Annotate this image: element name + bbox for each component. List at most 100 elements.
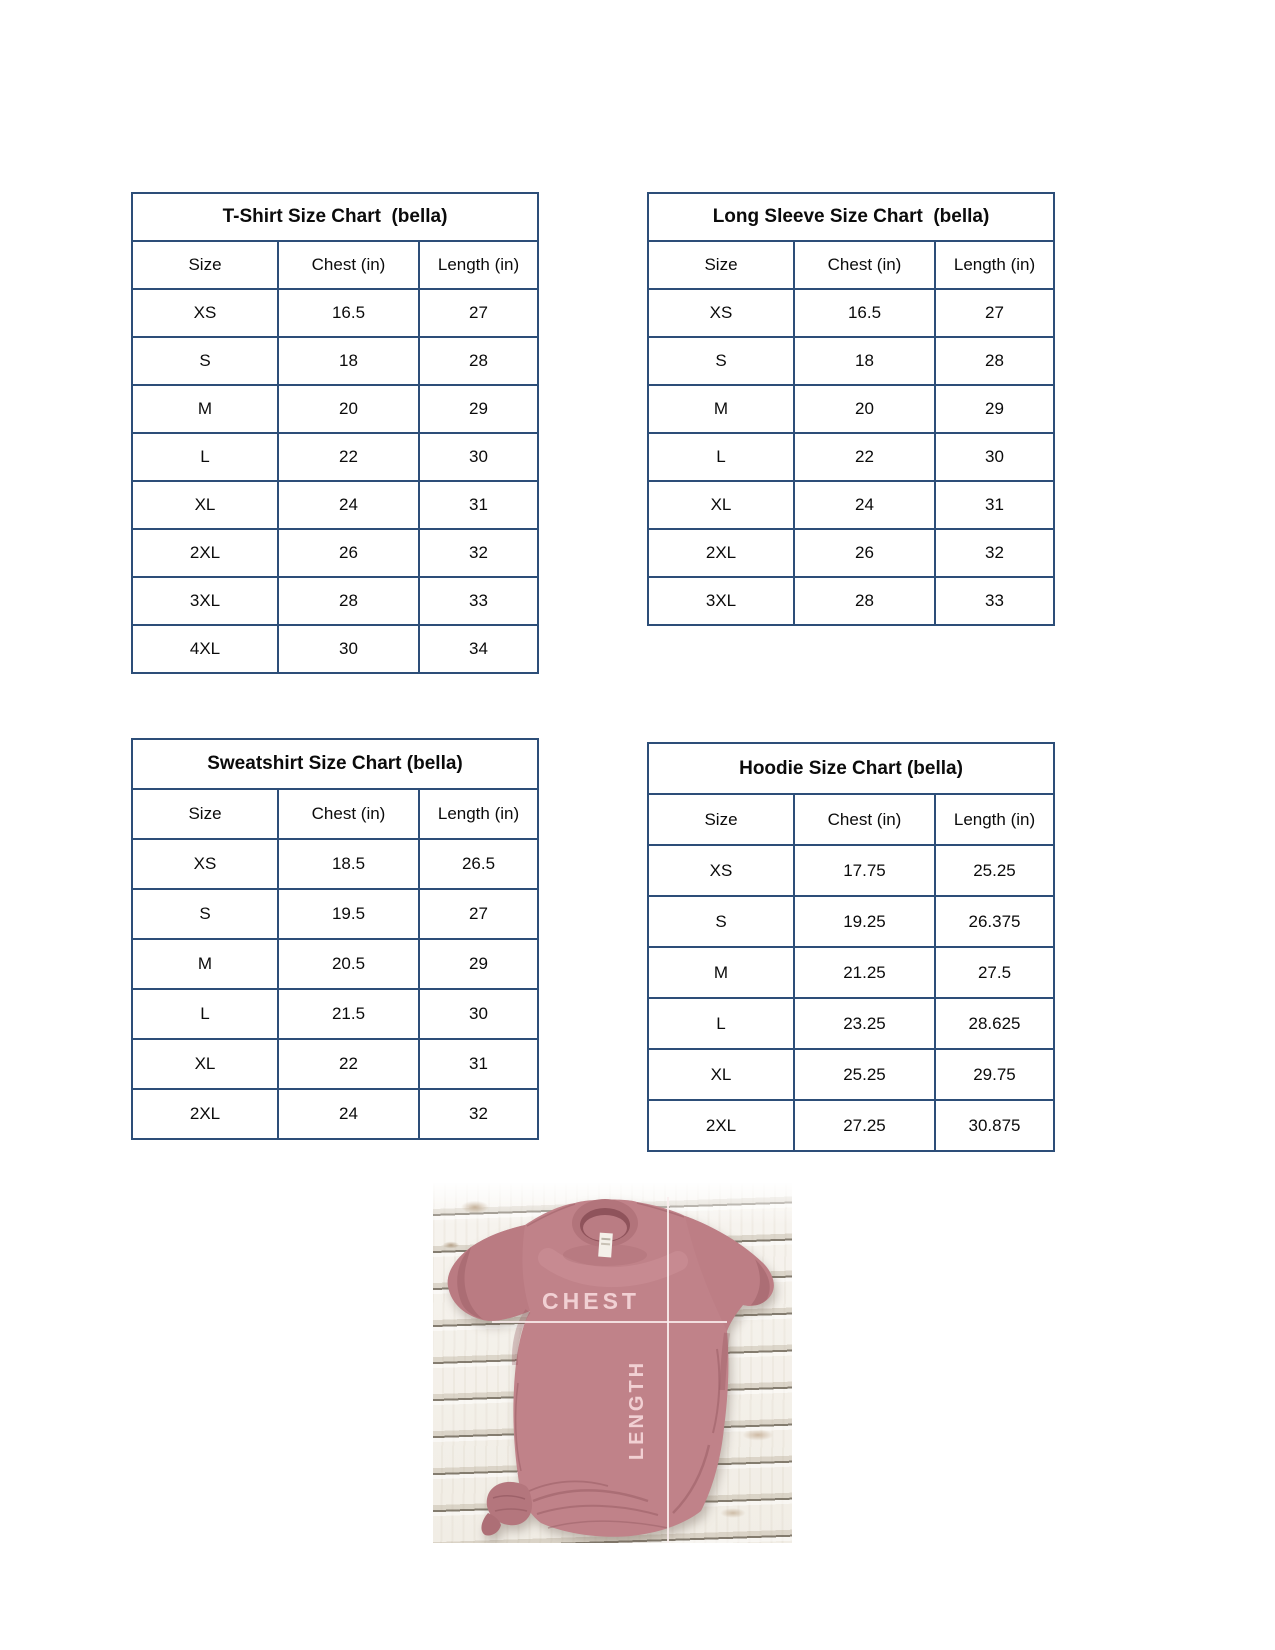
table-row: 3XL 28 33 xyxy=(131,576,539,626)
value-cell: 27 xyxy=(934,288,1055,338)
value-cell: 32 xyxy=(418,528,539,578)
value-cell: 23.25 xyxy=(793,997,936,1050)
column-header: Length (in) xyxy=(934,240,1055,290)
size-table-hoodie: Hoodie Size Chart (bella) Size Chest (in) L… xyxy=(647,742,1055,1152)
table-row: XL 24 31 xyxy=(131,480,539,530)
table-row: 2XL 26 32 xyxy=(131,528,539,578)
table-row: S 19.25 26.375 xyxy=(647,895,1055,948)
table-row: S 19.5 27 xyxy=(131,888,539,940)
table-row: XL 22 31 xyxy=(131,1038,539,1090)
column-header: Length (in) xyxy=(418,788,539,840)
table-row: M 20 29 xyxy=(131,384,539,434)
table-title: Hoodie Size Chart (bella) xyxy=(647,742,1055,795)
size-guide-photo: CHEST LENGTH xyxy=(433,1183,792,1543)
value-cell: 31 xyxy=(418,480,539,530)
size-cell: XL xyxy=(131,480,279,530)
value-cell: 21.25 xyxy=(793,946,936,999)
value-cell: 28 xyxy=(277,576,420,626)
column-header: Size xyxy=(647,793,795,846)
value-cell: 18.5 xyxy=(277,838,420,890)
size-cell: 2XL xyxy=(647,1099,795,1152)
size-cell: XS xyxy=(647,844,795,897)
value-cell: 25.25 xyxy=(793,1048,936,1101)
value-cell: 34 xyxy=(418,624,539,674)
table-row: S 18 28 xyxy=(131,336,539,386)
size-cell: M xyxy=(131,938,279,990)
value-cell: 27.25 xyxy=(793,1099,936,1152)
table-row: 4XL 30 34 xyxy=(131,624,539,674)
size-cell: 4XL xyxy=(131,624,279,674)
size-cell: L xyxy=(131,988,279,1040)
table-row: 2XL 27.25 30.875 xyxy=(647,1099,1055,1152)
size-cell: XS xyxy=(647,288,795,338)
table-row: S 18 28 xyxy=(647,336,1055,386)
chest-label: CHEST xyxy=(542,1288,640,1314)
value-cell: 30 xyxy=(934,432,1055,482)
column-header: Length (in) xyxy=(418,240,539,290)
value-cell: 22 xyxy=(793,432,936,482)
value-cell: 28 xyxy=(934,336,1055,386)
value-cell: 30.875 xyxy=(934,1099,1055,1152)
size-cell: L xyxy=(647,997,795,1050)
value-cell: 29.75 xyxy=(934,1048,1055,1101)
long-sleeve-size-table-container: Long Sleeve Size Chart (bella) Size Chest … xyxy=(647,192,1055,626)
column-header: Length (in) xyxy=(934,793,1055,846)
table-row: 3XL 28 33 xyxy=(647,576,1055,626)
value-cell: 27.5 xyxy=(934,946,1055,999)
hoodie-size-table-container: Hoodie Size Chart (bella) Size Chest (in) L… xyxy=(647,742,1055,1152)
size-table-long-sleeve: Long Sleeve Size Chart (bella) Size Chest … xyxy=(647,192,1055,626)
column-header: Chest (in) xyxy=(277,240,420,290)
value-cell: 26.375 xyxy=(934,895,1055,948)
size-cell: L xyxy=(131,432,279,482)
value-cell: 24 xyxy=(277,480,420,530)
value-cell: 27 xyxy=(418,888,539,940)
table-row: L 22 30 xyxy=(131,432,539,482)
size-cell: XS xyxy=(131,288,279,338)
value-cell: 25.25 xyxy=(934,844,1055,897)
value-cell: 21.5 xyxy=(277,988,420,1040)
size-cell: 2XL xyxy=(131,528,279,578)
tshirt-photo-illustration xyxy=(447,1199,774,1537)
size-cell: XL xyxy=(131,1038,279,1090)
value-cell: 26 xyxy=(793,528,936,578)
tshirt-body xyxy=(447,1199,774,1537)
value-cell: 29 xyxy=(934,384,1055,434)
value-cell: 28 xyxy=(418,336,539,386)
value-cell: 16.5 xyxy=(793,288,936,338)
size-cell: 2XL xyxy=(647,528,795,578)
value-cell: 30 xyxy=(418,988,539,1040)
table-row: XL 25.25 29.75 xyxy=(647,1048,1055,1101)
value-cell: 22 xyxy=(277,1038,420,1090)
table-title: Sweatshirt Size Chart (bella) xyxy=(131,738,539,790)
value-cell: 18 xyxy=(277,336,420,386)
length-measure-line xyxy=(667,1197,669,1543)
table-row: M 20.5 29 xyxy=(131,938,539,990)
value-cell: 30 xyxy=(418,432,539,482)
table-title: Long Sleeve Size Chart (bella) xyxy=(647,192,1055,242)
size-cell: M xyxy=(647,384,795,434)
column-header: Size xyxy=(131,788,279,840)
value-cell: 17.75 xyxy=(793,844,936,897)
table-row: XS 16.5 27 xyxy=(647,288,1055,338)
value-cell: 30 xyxy=(277,624,420,674)
value-cell: 24 xyxy=(277,1088,420,1140)
size-cell: S xyxy=(131,888,279,940)
value-cell: 27 xyxy=(418,288,539,338)
value-cell: 31 xyxy=(934,480,1055,530)
value-cell: 20.5 xyxy=(277,938,420,990)
value-cell: 28 xyxy=(793,576,936,626)
value-cell: 24 xyxy=(793,480,936,530)
table-row: XL 24 31 xyxy=(647,480,1055,530)
value-cell: 26.5 xyxy=(418,838,539,890)
shirt-knot xyxy=(486,1481,533,1526)
size-cell: 3XL xyxy=(647,576,795,626)
value-cell: 22 xyxy=(277,432,420,482)
table-title: T-Shirt Size Chart (bella) xyxy=(131,192,539,242)
size-cell: M xyxy=(131,384,279,434)
size-cell: 3XL xyxy=(131,576,279,626)
value-cell: 28.625 xyxy=(934,997,1055,1050)
column-header: Size xyxy=(131,240,279,290)
table-row: L 22 30 xyxy=(647,432,1055,482)
size-cell: L xyxy=(647,432,795,482)
